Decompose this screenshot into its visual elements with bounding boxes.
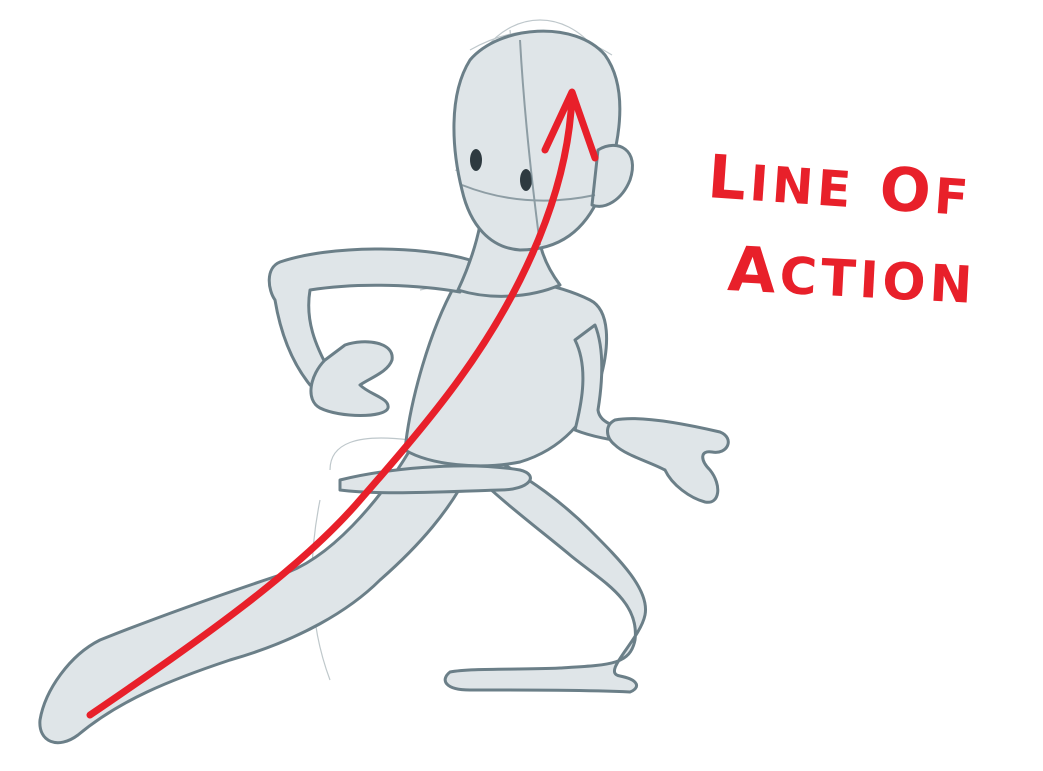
torso	[403, 277, 609, 468]
front-leg	[443, 460, 648, 694]
front-hand	[606, 417, 730, 504]
label-line-2: ACTION	[726, 232, 978, 315]
line-of-action	[86, 88, 599, 719]
eyes	[470, 149, 532, 191]
back-fist	[309, 340, 394, 417]
left-eye	[470, 149, 482, 171]
line-of-action-arrowhead	[541, 88, 599, 162]
ear	[590, 143, 634, 208]
face-guides	[461, 39, 596, 246]
label-line-1: LINE OF	[705, 142, 975, 228]
line-of-action-curve	[86, 91, 576, 719]
figure-body	[38, 29, 730, 745]
line-of-action-label: LINE OF ACTION	[700, 120, 1000, 320]
right-eye	[520, 169, 532, 191]
